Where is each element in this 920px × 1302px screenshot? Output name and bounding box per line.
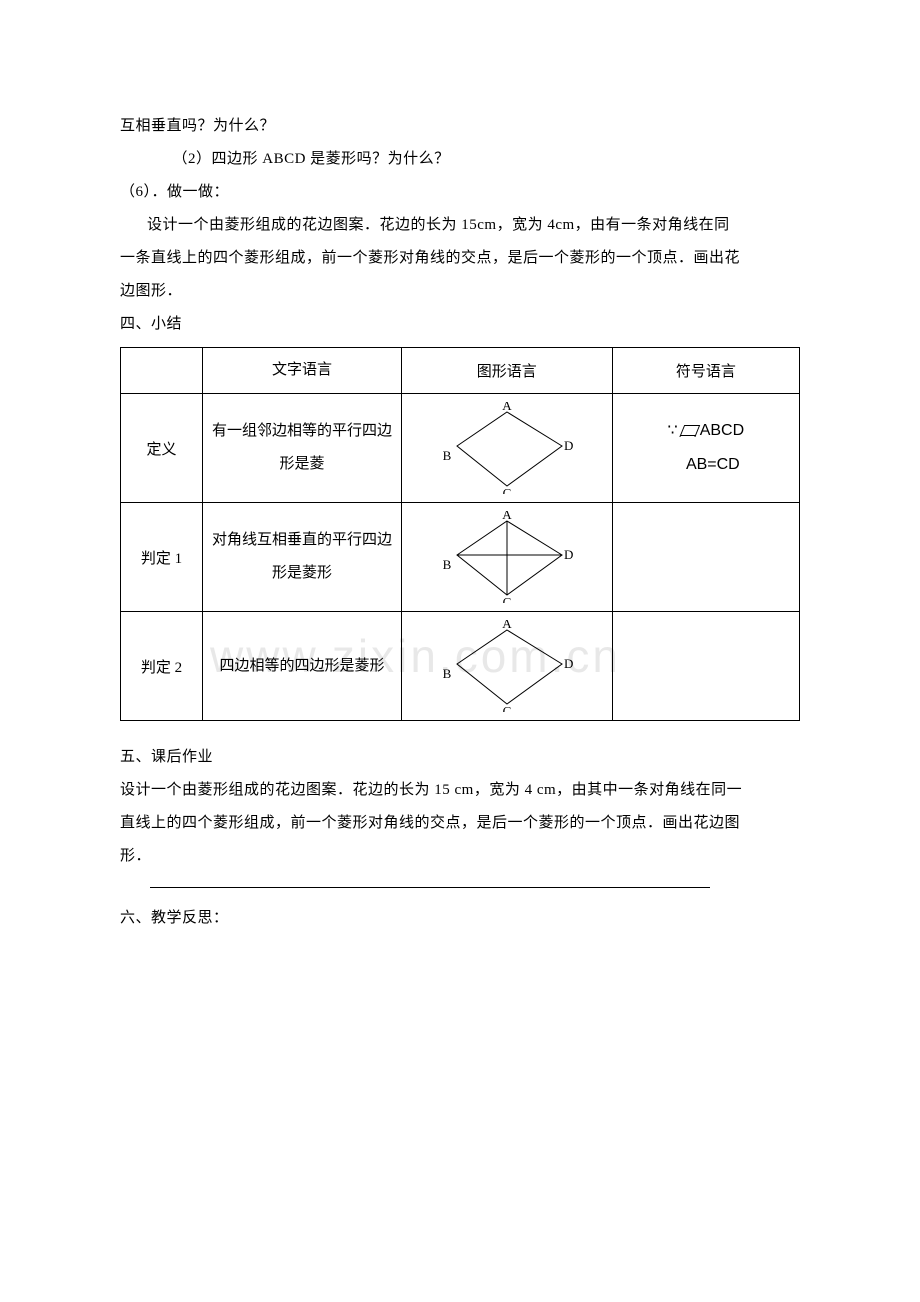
- hw-line-3: 形．: [120, 840, 800, 873]
- svg-text:D: D: [564, 438, 573, 453]
- heading-6: 六、教学反思：: [120, 902, 800, 935]
- header-blank: [121, 348, 203, 394]
- row-label: 定义: [121, 394, 203, 503]
- because-icon: ∵: [668, 422, 678, 439]
- para-6: 边图形．: [120, 275, 800, 308]
- svg-text:C: C: [502, 486, 511, 494]
- para-1: 互相垂直吗？为什么？: [120, 110, 800, 143]
- hw-line-1: 设计一个由菱形组成的花边图案．花边的长为 15 cm，宽为 4 cm，由其中一条…: [120, 774, 800, 807]
- svg-text:D: D: [564, 656, 573, 671]
- svg-text:A: A: [502, 511, 512, 522]
- row-figure: A B C D: [401, 612, 612, 721]
- row-text: 四边相等的四边形是菱形: [202, 612, 401, 721]
- table-row: 判定 2 四边相等的四边形是菱形 A B C D: [121, 612, 800, 721]
- hw-line-2: 直线上的四个菱形组成，前一个菱形对角线的交点，是后一个菱形的一个顶点．画出花边图: [120, 807, 800, 840]
- row-figure: A B C D: [401, 503, 612, 612]
- symbol-line-2: AB=CD: [617, 450, 795, 480]
- summary-table: 文字语言 图形语言 符号语言 定义 有一组邻边相等的平行四边形是菱 A B C D ∵…: [120, 347, 800, 721]
- header-text: 文字语言: [202, 348, 401, 394]
- symbol-line-1: ∵ ABCD: [617, 416, 795, 446]
- row-text: 对角线互相垂直的平行四边形是菱形: [202, 503, 401, 612]
- svg-text:A: A: [502, 620, 512, 631]
- para-2: （2）四边形 ABCD 是菱形吗？为什么？: [120, 143, 800, 176]
- page: www.zixin.com.cn 互相垂直吗？为什么？ （2）四边形 ABCD …: [0, 0, 920, 1302]
- svg-text:B: B: [442, 557, 451, 572]
- svg-text:A: A: [502, 402, 512, 413]
- heading-5: 五、课后作业: [120, 741, 800, 774]
- row-symbol: ∵ ABCD AB=CD: [612, 394, 799, 503]
- header-figure: 图形语言: [401, 348, 612, 394]
- rhombus-icon: A B C D: [427, 402, 587, 494]
- para-4: 设计一个由菱形组成的花边图案．花边的长为 15cm，宽为 4cm，由有一条对角线…: [120, 209, 800, 242]
- row-label: 判定 1: [121, 503, 203, 612]
- rhombus-icon: A B C D: [427, 511, 587, 603]
- svg-text:B: B: [442, 666, 451, 681]
- para-3: （6）．做一做：: [120, 176, 800, 209]
- svg-text:C: C: [502, 595, 511, 603]
- svg-text:C: C: [502, 704, 511, 712]
- row-symbol: [612, 503, 799, 612]
- rhombus-icon: A B C D: [427, 620, 587, 712]
- row-label: 判定 2: [121, 612, 203, 721]
- row-figure: A B C D: [401, 394, 612, 503]
- header-symbol: 符号语言: [612, 348, 799, 394]
- table-header-row: 文字语言 图形语言 符号语言: [121, 348, 800, 394]
- table-row: 判定 1 对角线互相垂直的平行四边形是菱形 A B C D: [121, 503, 800, 612]
- row-text: 有一组邻边相等的平行四边形是菱: [202, 394, 401, 503]
- table-row: 定义 有一组邻边相等的平行四边形是菱 A B C D ∵ ABCD AB=CD: [121, 394, 800, 503]
- svg-text:B: B: [442, 448, 451, 463]
- parallelogram-icon: [679, 425, 699, 436]
- heading-4: 四、小结: [120, 308, 800, 341]
- row-symbol: [612, 612, 799, 721]
- horizontal-rule: [150, 887, 710, 888]
- svg-text:D: D: [564, 547, 573, 562]
- para-5: 一条直线上的四个菱形组成，前一个菱形对角线的交点，是后一个菱形的一个顶点．画出花: [120, 242, 800, 275]
- symbol-text: ABCD: [700, 422, 744, 439]
